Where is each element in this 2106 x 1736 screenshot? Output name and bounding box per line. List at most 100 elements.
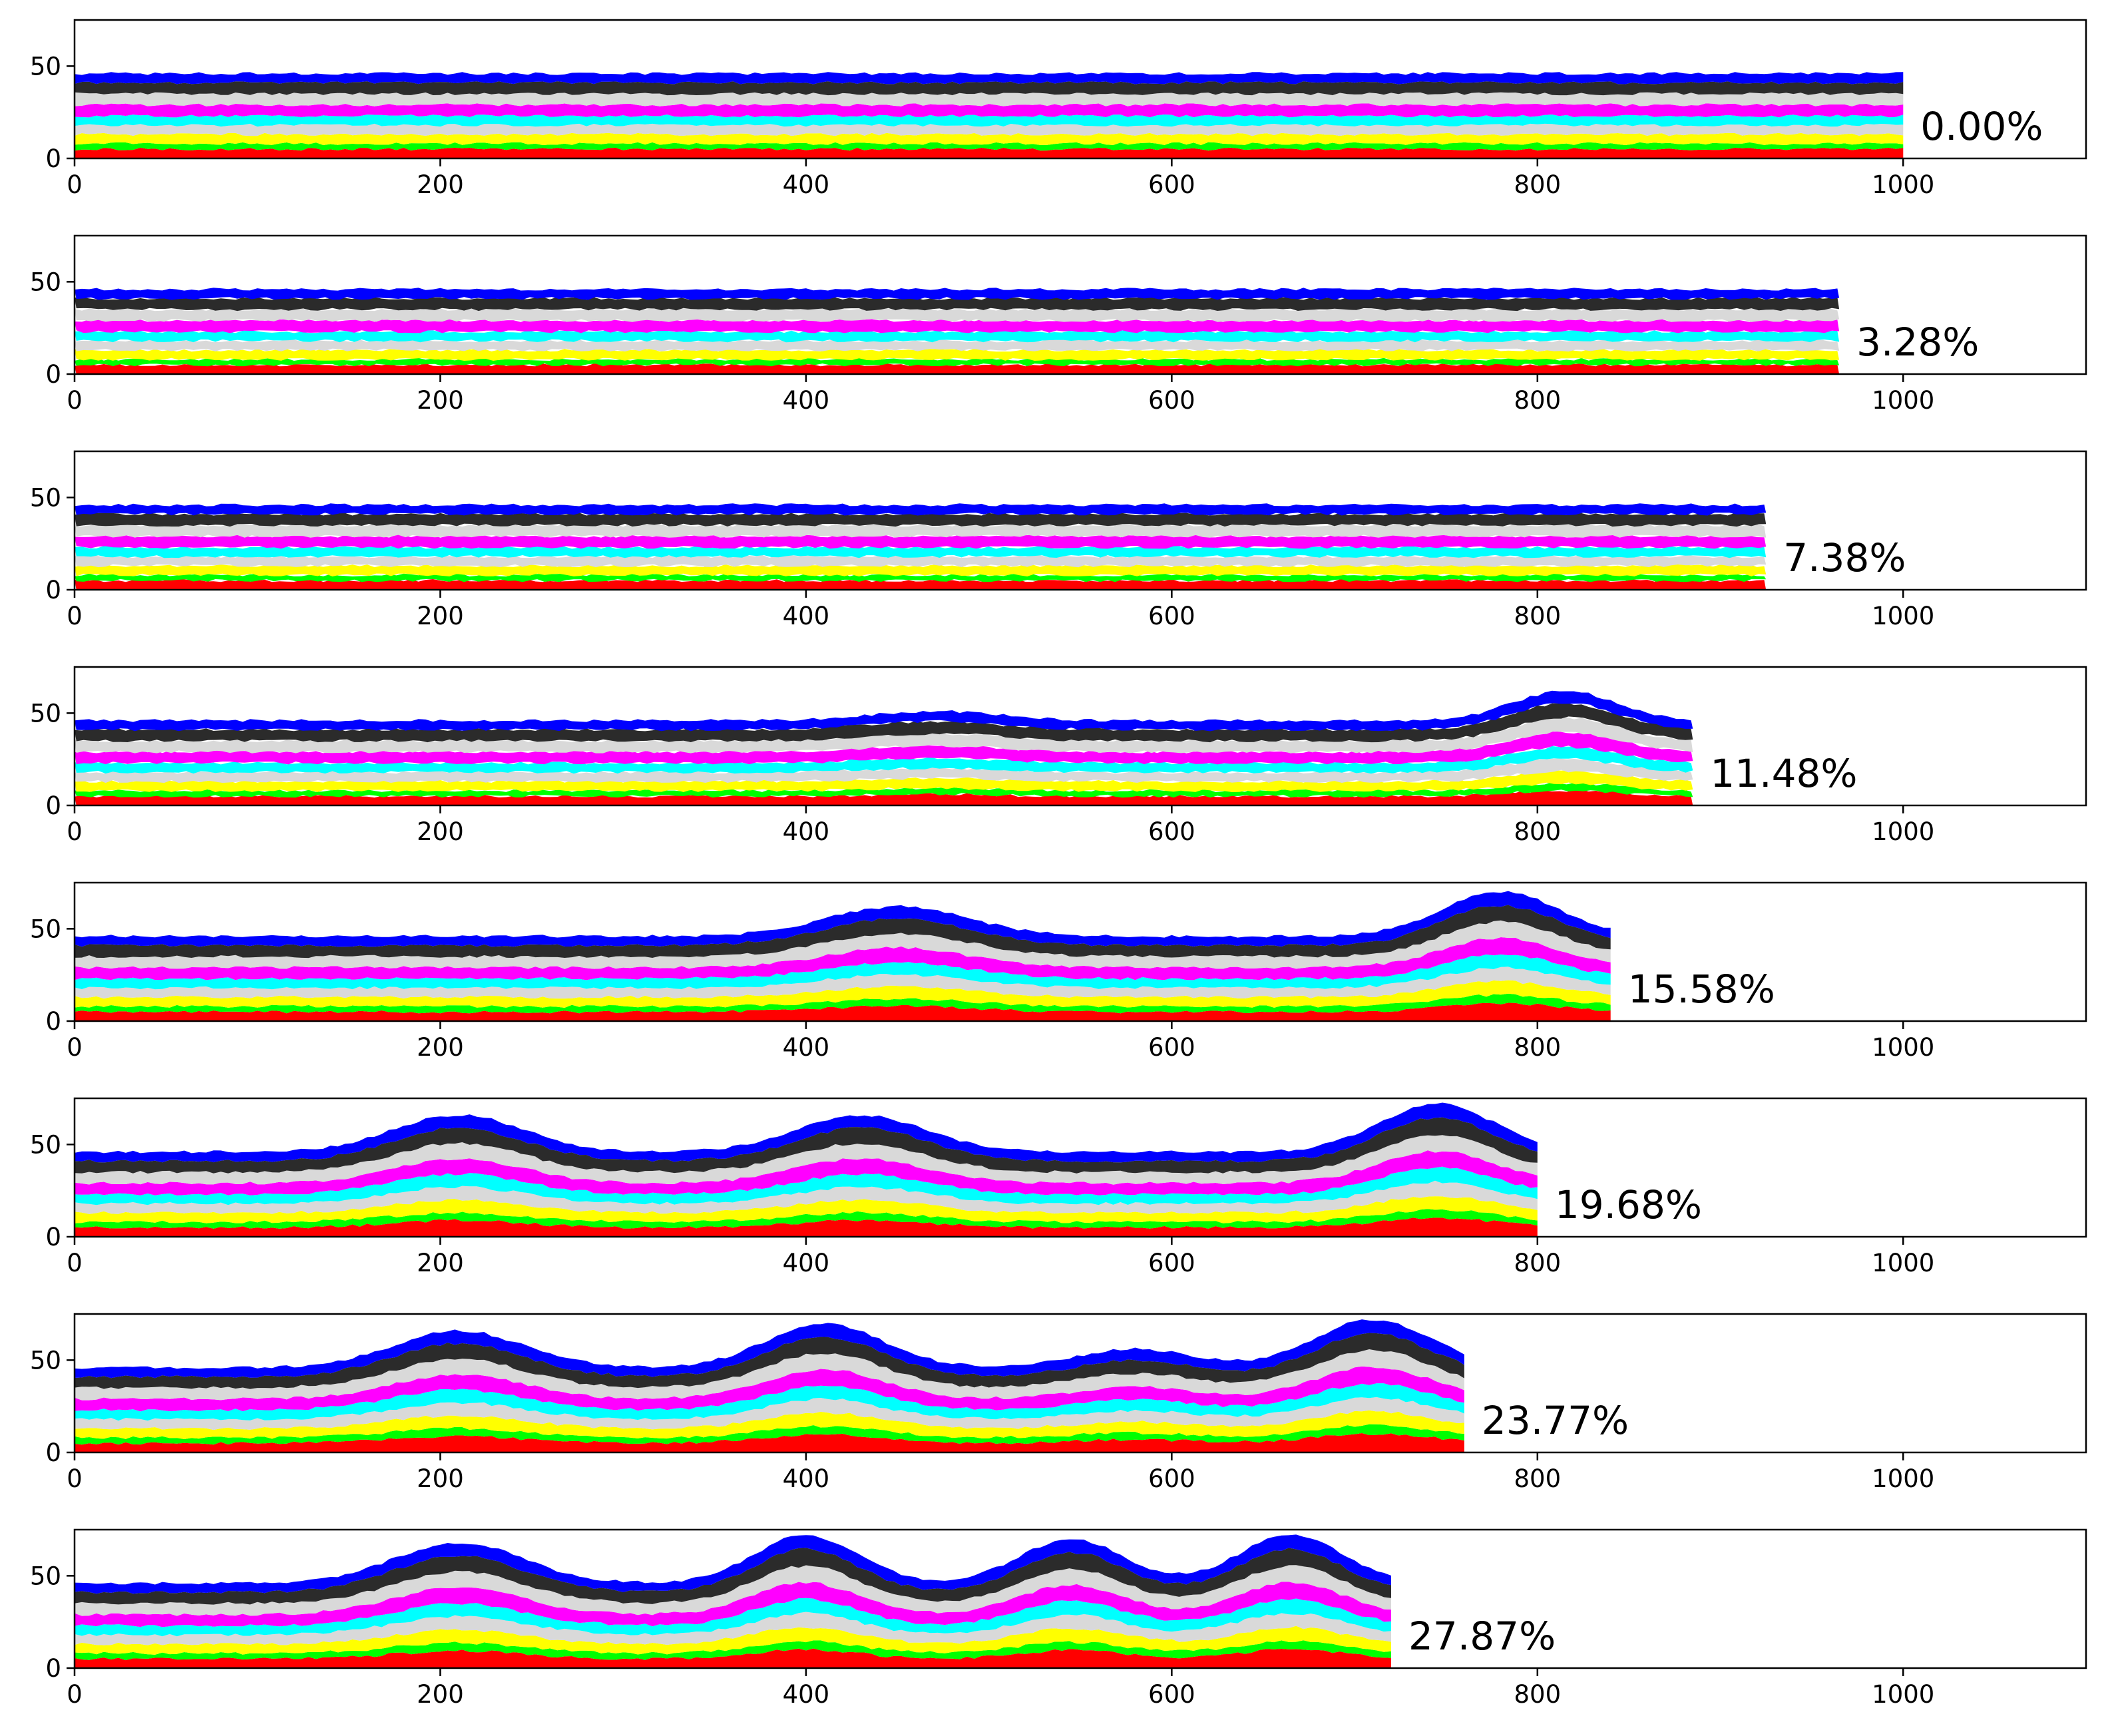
y-tick-label-6-1: 50 <box>30 1346 61 1375</box>
axes-frame-7 <box>73 1528 2087 1669</box>
layer-5-0 <box>75 1217 1538 1237</box>
axes-frame-5 <box>73 1097 2087 1238</box>
layer-0-6 <box>75 92 1904 107</box>
axes-frame-1 <box>73 234 2087 375</box>
layer-1-7 <box>75 297 1840 312</box>
layer-2-7 <box>75 513 1767 527</box>
layer-7-6 <box>75 1565 1391 1616</box>
x-tick-label-1-2: 400 <box>783 386 830 415</box>
layer-5-5 <box>75 1150 1538 1195</box>
layer-2-8 <box>75 503 1767 516</box>
layer-3-4 <box>75 746 1693 774</box>
layer-6-6 <box>75 1349 1464 1401</box>
x-tick-label-7-0: 0 <box>67 1680 83 1709</box>
layer-0-7 <box>75 81 1904 96</box>
axes-frame-3 <box>73 666 2087 807</box>
x-tick-label-6-4: 800 <box>1514 1464 1562 1493</box>
y-tick-label-1-1: 50 <box>30 268 61 296</box>
layer-7-4 <box>75 1598 1391 1637</box>
y-tick-label-0-1: 50 <box>30 52 61 81</box>
x-tick-label-1-3: 600 <box>1148 386 1195 415</box>
shortening-label-0: 0.00% <box>1920 104 2043 149</box>
x-tick-label-6-3: 600 <box>1148 1464 1195 1493</box>
layer-6-3 <box>75 1397 1464 1430</box>
y-tick-label-6-0: 0 <box>45 1438 61 1467</box>
axes-frame-2 <box>73 450 2087 591</box>
layer-5-6 <box>75 1135 1538 1185</box>
axes-frame-4 <box>73 881 2087 1022</box>
x-tick-label-3-3: 600 <box>1148 817 1195 846</box>
layer-1-5 <box>75 319 1840 333</box>
layer-4-2 <box>75 980 1611 1008</box>
shortening-label-1: 3.28% <box>1856 320 1979 365</box>
layer-2-5 <box>75 535 1767 549</box>
panel-2: 0 200 400 600 800 1000 0 50 7.38% <box>30 450 2087 630</box>
layer-4-1 <box>75 993 1611 1014</box>
layer-3-2 <box>75 769 1693 792</box>
shortening-label-2: 7.38% <box>1783 535 1906 580</box>
x-tick-label-5-1: 200 <box>417 1249 464 1277</box>
layer-5-4 <box>75 1166 1538 1205</box>
x-tick-label-0-5: 1000 <box>1872 170 1934 199</box>
panel-6: 0 200 400 600 800 1000 0 50 23.77% <box>30 1313 2087 1493</box>
x-tick-label-7-4: 800 <box>1514 1680 1562 1709</box>
x-tick-label-4-1: 200 <box>417 1033 464 1062</box>
x-tick-label-1-0: 0 <box>67 386 83 415</box>
x-tick-label-6-0: 0 <box>67 1464 83 1493</box>
x-tick-label-4-0: 0 <box>67 1033 83 1062</box>
x-tick-label-7-2: 400 <box>783 1680 830 1709</box>
x-tick-label-5-3: 600 <box>1148 1249 1195 1277</box>
y-tick-label-5-1: 50 <box>30 1130 61 1159</box>
x-tick-label-2-0: 0 <box>67 602 83 630</box>
shortening-label-6: 23.77% <box>1482 1398 1629 1443</box>
layer-5-1 <box>75 1209 1538 1229</box>
layer-4-3 <box>75 967 1611 999</box>
panel-7: 0 200 400 600 800 1000 0 50 27.87% <box>30 1528 2087 1709</box>
x-tick-label-6-1: 200 <box>417 1464 464 1493</box>
y-tick-label-7-0: 0 <box>45 1654 61 1683</box>
layer-5-7 <box>75 1117 1538 1174</box>
x-tick-label-0-1: 200 <box>417 170 464 199</box>
panel-1: 0 200 400 600 800 1000 0 50 3.28% <box>30 234 2087 415</box>
x-tick-label-0-4: 800 <box>1514 170 1562 199</box>
layer-7-5 <box>75 1582 1391 1628</box>
layer-3-6 <box>75 717 1693 754</box>
layer-6-1 <box>75 1424 1464 1445</box>
x-tick-label-1-5: 1000 <box>1872 386 1934 415</box>
x-tick-label-4-4: 800 <box>1514 1033 1562 1062</box>
layer-4-4 <box>75 954 1611 990</box>
layer-7-0 <box>75 1648 1391 1668</box>
x-tick-label-4-2: 400 <box>783 1033 830 1062</box>
layer-3-8 <box>75 690 1693 732</box>
layer-2-6 <box>75 523 1767 538</box>
layer-0-8 <box>75 72 1904 85</box>
layer-1-0 <box>75 363 1840 374</box>
x-tick-label-2-1: 200 <box>417 602 464 630</box>
layer-0-1 <box>75 142 1904 151</box>
layer-2-4 <box>75 546 1767 558</box>
x-tick-label-3-4: 800 <box>1514 817 1562 846</box>
layer-7-8 <box>75 1534 1391 1594</box>
x-tick-label-2-5: 1000 <box>1872 602 1934 630</box>
panel-5: 0 200 400 600 800 1000 0 50 19.68% <box>30 1097 2087 1277</box>
layer-0-5 <box>75 103 1904 118</box>
layer-5-8 <box>75 1102 1538 1163</box>
layer-1-2 <box>75 348 1840 361</box>
layer-4-6 <box>75 920 1611 969</box>
x-tick-label-0-0: 0 <box>67 170 83 199</box>
axes-frame-0 <box>73 19 2087 160</box>
layer-0-3 <box>75 123 1904 136</box>
shortening-label-4: 15.58% <box>1628 967 1775 1012</box>
layer-3-1 <box>75 781 1693 798</box>
layer-6-8 <box>75 1319 1464 1379</box>
panel-0: 0 200 400 600 800 1000 0 50 0.00% <box>30 19 2087 199</box>
layer-1-4 <box>75 330 1840 343</box>
x-tick-label-6-5: 1000 <box>1872 1464 1934 1493</box>
x-tick-label-3-0: 0 <box>67 817 83 846</box>
x-tick-label-7-3: 600 <box>1148 1680 1195 1709</box>
x-tick-label-3-1: 200 <box>417 817 464 846</box>
layer-6-4 <box>75 1383 1464 1421</box>
y-tick-label-2-1: 50 <box>30 483 61 512</box>
x-tick-label-3-2: 400 <box>783 817 830 846</box>
